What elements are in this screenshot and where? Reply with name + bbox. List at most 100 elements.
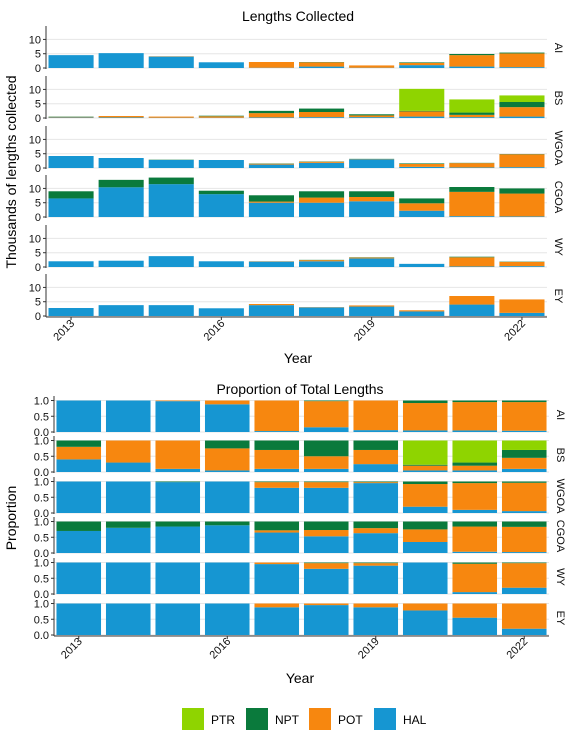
bar-hal-ai-2014 (98, 53, 144, 68)
bar-pot-ey-2020 (399, 310, 445, 312)
chart2-xlabel: Year (286, 670, 315, 686)
bar-npt-cgoa-2020 (399, 198, 445, 204)
bar-hal-cgoa-2022 (501, 552, 547, 553)
bar-hal-ey-2013 (56, 603, 102, 635)
bar-pot-cgoa-2019 (349, 197, 395, 202)
bar-hal-wy-2014 (105, 562, 151, 594)
bar-pot-ai-2018 (299, 62, 345, 67)
y-tick-label: 10 (29, 282, 41, 294)
bar-pot-ey-2019 (353, 603, 399, 608)
bar-hal-ey-2017 (254, 607, 300, 635)
bar-hal-bs-2014 (98, 117, 144, 118)
bar-hal-cgoa-2018 (299, 202, 345, 217)
y-tick-label: 5 (35, 99, 41, 111)
bar-npt-cgoa-2013 (56, 521, 102, 531)
bar-pot-wgoa-2020 (399, 164, 445, 167)
facet-label-wy: WY (552, 238, 564, 256)
bar-hal-ey-2022 (499, 312, 545, 316)
bar-pot-ey-2021 (452, 603, 498, 618)
bar-hal-ey-2021 (449, 304, 495, 316)
bar-hal-wy-2014 (98, 260, 144, 267)
bar-hal-bs-2017 (248, 117, 294, 118)
chart1-ylabel: Thousands of lengths collected (3, 75, 19, 268)
bar-hal-wy-2017 (254, 564, 300, 594)
bar-pot-wy-2019 (353, 563, 399, 566)
bar-hal-ey-2019 (349, 306, 395, 316)
bar-pot-bs-2016 (204, 448, 250, 471)
bar-hal-wgoa-2015 (155, 482, 201, 513)
bar-pot-ai-2016 (204, 400, 250, 405)
y-tick-label: 0.5 (34, 614, 49, 626)
bar-hal-wgoa-2013 (48, 156, 94, 168)
bar-npt-ai-2022 (499, 52, 545, 54)
bar-npt-wgoa-2018 (303, 481, 349, 483)
chart2-title: Proportion of Total Lengths (216, 381, 383, 397)
y-tick-label: 5 (35, 248, 41, 260)
bar-pot-wy-2018 (303, 563, 349, 569)
y-tick-label: 10 (29, 233, 41, 245)
bar-hal-wgoa-2018 (303, 487, 349, 513)
bar-hal-wgoa-2020 (399, 166, 445, 168)
bar-npt-wgoa-2017 (254, 481, 300, 483)
bar-npt-cgoa-2015 (155, 521, 201, 527)
bar-hal-bs-2017 (254, 468, 300, 472)
bar-hal-bs-2013 (56, 459, 102, 472)
facet-label-bs: BS (552, 91, 564, 106)
bar-hal-ai-2021 (449, 66, 495, 68)
bar-npt-bs-2013 (56, 440, 102, 447)
x-tick-label: 2022 (502, 318, 528, 344)
facet-label-bs: BS (554, 448, 566, 463)
bar-pot-bs-2013 (56, 446, 102, 460)
bar-hal-bs-2019 (353, 464, 399, 472)
bar-hal-ey-2017 (248, 305, 294, 316)
y-tick-label: 0.0 (34, 548, 49, 560)
bar-hal-bs-2019 (349, 117, 395, 118)
y-tick-label: 0 (35, 212, 41, 224)
bar-pot-bs-2013 (48, 116, 94, 118)
bar-hal-ai-2013 (56, 400, 102, 432)
bar-hal-bs-2016 (204, 470, 250, 472)
y-tick-label: 0 (35, 163, 41, 175)
y-tick-label: 0 (35, 113, 41, 125)
bar-hal-wy-2021 (452, 592, 498, 594)
x-tick-label: 2013 (59, 636, 85, 662)
y-tick-label: 10 (29, 34, 41, 46)
bar-npt-bs-2018 (299, 108, 345, 112)
y-tick-label: 0.0 (34, 467, 49, 479)
bar-npt-cgoa-2021 (449, 187, 495, 192)
bar-npt-bs-2021 (452, 462, 498, 466)
chart1-xlabel: Year (284, 350, 313, 366)
facet-label-ai: AI (552, 43, 564, 53)
bar-hal-ey-2021 (452, 617, 498, 635)
bar-hal-ai-2018 (299, 66, 345, 68)
bar-pot-wy-2017 (254, 562, 300, 565)
bar-hal-wgoa-2019 (349, 159, 395, 168)
bar-npt-bs-2017 (254, 440, 300, 450)
legend-swatch-pot (309, 708, 331, 730)
bar-pot-ey-2019 (349, 305, 395, 307)
bar-npt-wy-2019 (353, 562, 399, 564)
bar-hal-bs-2020 (402, 470, 448, 472)
bar-npt-cgoa-2018 (303, 521, 349, 531)
bar-hal-ai-2013 (48, 55, 94, 68)
bar-pot-bs-2015 (148, 116, 194, 118)
bar-pot-wy-2022 (499, 261, 545, 267)
bar-hal-ai-2020 (399, 65, 445, 68)
bar-hal-wy-2018 (299, 261, 345, 267)
y-tick-label: 0.0 (34, 427, 49, 439)
bar-pot-bs-2018 (303, 456, 349, 469)
bar-npt-ai-2020 (402, 400, 448, 404)
bar-hal-ey-2015 (148, 305, 194, 316)
y-tick-label: 0 (35, 311, 41, 323)
bar-npt-cgoa-2019 (349, 191, 395, 197)
y-tick-label: 1.0 (34, 396, 49, 408)
bar-pot-ai-2017 (248, 62, 294, 68)
bar-hal-cgoa-2017 (254, 532, 300, 553)
bar-pot-cgoa-2020 (399, 203, 445, 211)
bar-hal-cgoa-2019 (353, 533, 399, 553)
facet-label-cgoa: CGOA (552, 181, 564, 214)
bar-hal-cgoa-2015 (148, 184, 194, 217)
bar-hal-cgoa-2020 (402, 541, 448, 553)
y-tick-label: 0.5 (34, 451, 49, 463)
bar-hal-cgoa-2015 (155, 526, 201, 553)
